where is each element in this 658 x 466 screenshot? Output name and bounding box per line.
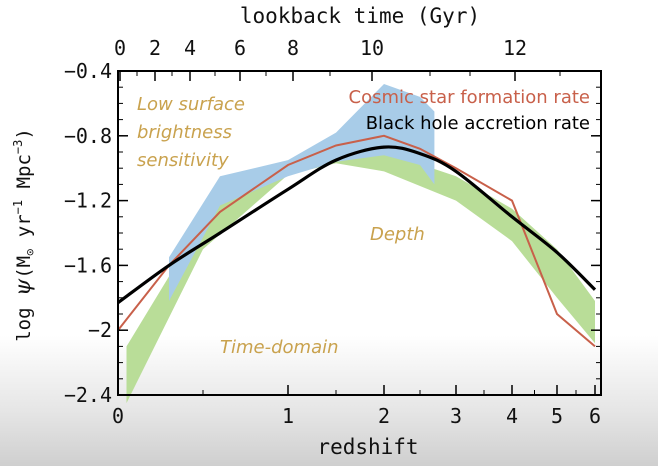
- x-axis-label: redshift: [317, 435, 418, 459]
- legend-black-hole: Black hole accretion rate: [366, 113, 590, 134]
- x-tick-label: 0: [112, 404, 124, 428]
- x-tick-label: 6: [589, 404, 601, 428]
- top-tick-label: 12: [503, 36, 527, 60]
- y-label-mpc-exp: −3: [11, 140, 25, 154]
- y-label-yr-exp: −1: [11, 200, 25, 214]
- y-label-psi: ψ: [11, 278, 36, 296]
- y-tick-label: −2.4: [64, 383, 112, 407]
- annotation-low-surface: Low surface brightness sensitivity: [137, 94, 251, 171]
- y-label-sun-symbol: ⊙: [23, 249, 37, 256]
- y-axis-label: log ψ(M⊙ yr−1 Mpc−3): [11, 128, 37, 342]
- top-tick-label: 2: [149, 36, 161, 60]
- y-tick-label: −1.2: [64, 189, 112, 213]
- tick-layer: −0.4−0.8−1.2−1.6−2−2.40 1 2 3 4 5 60 2 4 6 8 10 12: [64, 36, 601, 428]
- y-label-log: log: [13, 296, 35, 342]
- y-label-close: ): [13, 128, 35, 139]
- legend-star-formation: Cosmic star formation rate: [349, 87, 590, 108]
- x-tick-label: 4: [506, 404, 518, 428]
- y-label-mpc: Mpc: [13, 154, 35, 200]
- x-tick-label: 5: [551, 404, 563, 428]
- annotation-depth: Depth: [370, 224, 425, 245]
- top-tick-label: 6: [234, 36, 246, 60]
- band-depth: [126, 152, 595, 404]
- top-tick-label: 8: [287, 36, 299, 60]
- series-black-hole-line: [117, 145, 597, 304]
- annotation-time-domain: Time-domain: [220, 337, 339, 358]
- x-tick-label: 2: [378, 404, 390, 428]
- y-tick-label: −2: [88, 318, 112, 342]
- y-label-msun: (M: [13, 256, 35, 279]
- top-tick-label: 4: [184, 36, 196, 60]
- y-tick-label: −0.4: [64, 59, 112, 83]
- top-axis-label: lookback time (Gyr): [240, 4, 480, 28]
- y-tick-label: −0.8: [64, 124, 112, 148]
- y-tick-label: −1.6: [64, 253, 112, 277]
- x-tick-label: 1: [282, 404, 294, 428]
- top-tick-label: 0: [114, 36, 126, 60]
- x-tick-label: 3: [450, 404, 462, 428]
- series-star-formation-line: [117, 134, 596, 348]
- y-label-yr: yr: [13, 214, 35, 248]
- line-layer: [117, 134, 597, 348]
- top-tick-label: 10: [360, 36, 384, 60]
